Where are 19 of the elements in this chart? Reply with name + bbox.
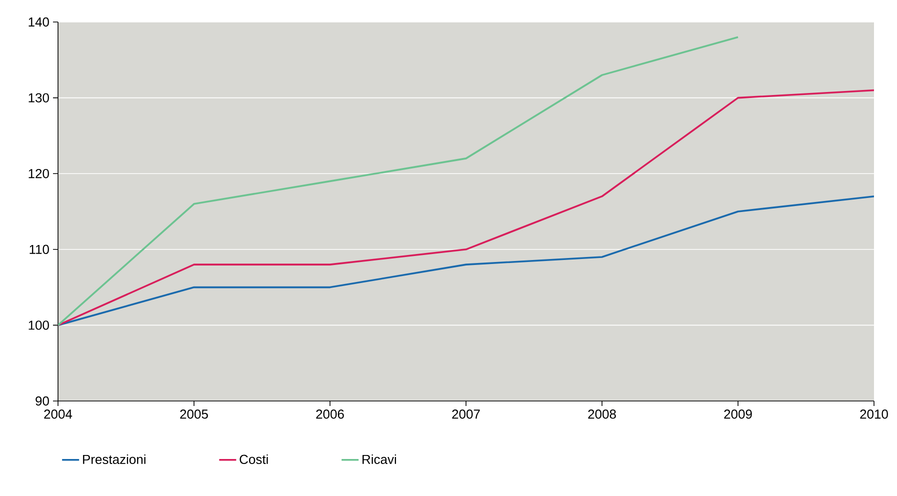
x-tick-label: 2004 [44, 410, 72, 419]
y-tick-label: 110 [30, 244, 49, 254]
line-series [58, 36, 739, 326]
x-tick-label: 2006 [316, 410, 344, 419]
y-tick-label: 140 [28, 17, 49, 27]
x-tick-label: 2007 [452, 410, 480, 419]
line-series [58, 195, 874, 326]
line-series [58, 89, 874, 326]
x-tick-label: 2008 [588, 410, 616, 419]
x-tick-label: 2010 [860, 410, 888, 419]
y-tick-label: 100 [28, 320, 49, 330]
y-tick-label: 130 [28, 93, 49, 102]
y-tick-label: 120 [28, 168, 49, 178]
y-tick-label: 90 [36, 396, 49, 406]
x-tick-label: 2005 [180, 410, 208, 419]
legend-label: Ricavi [362, 454, 396, 464]
legend-label: Prestazioni [83, 454, 146, 464]
legend-label: Costi [240, 454, 268, 464]
x-tick-label: 2009 [724, 410, 752, 419]
